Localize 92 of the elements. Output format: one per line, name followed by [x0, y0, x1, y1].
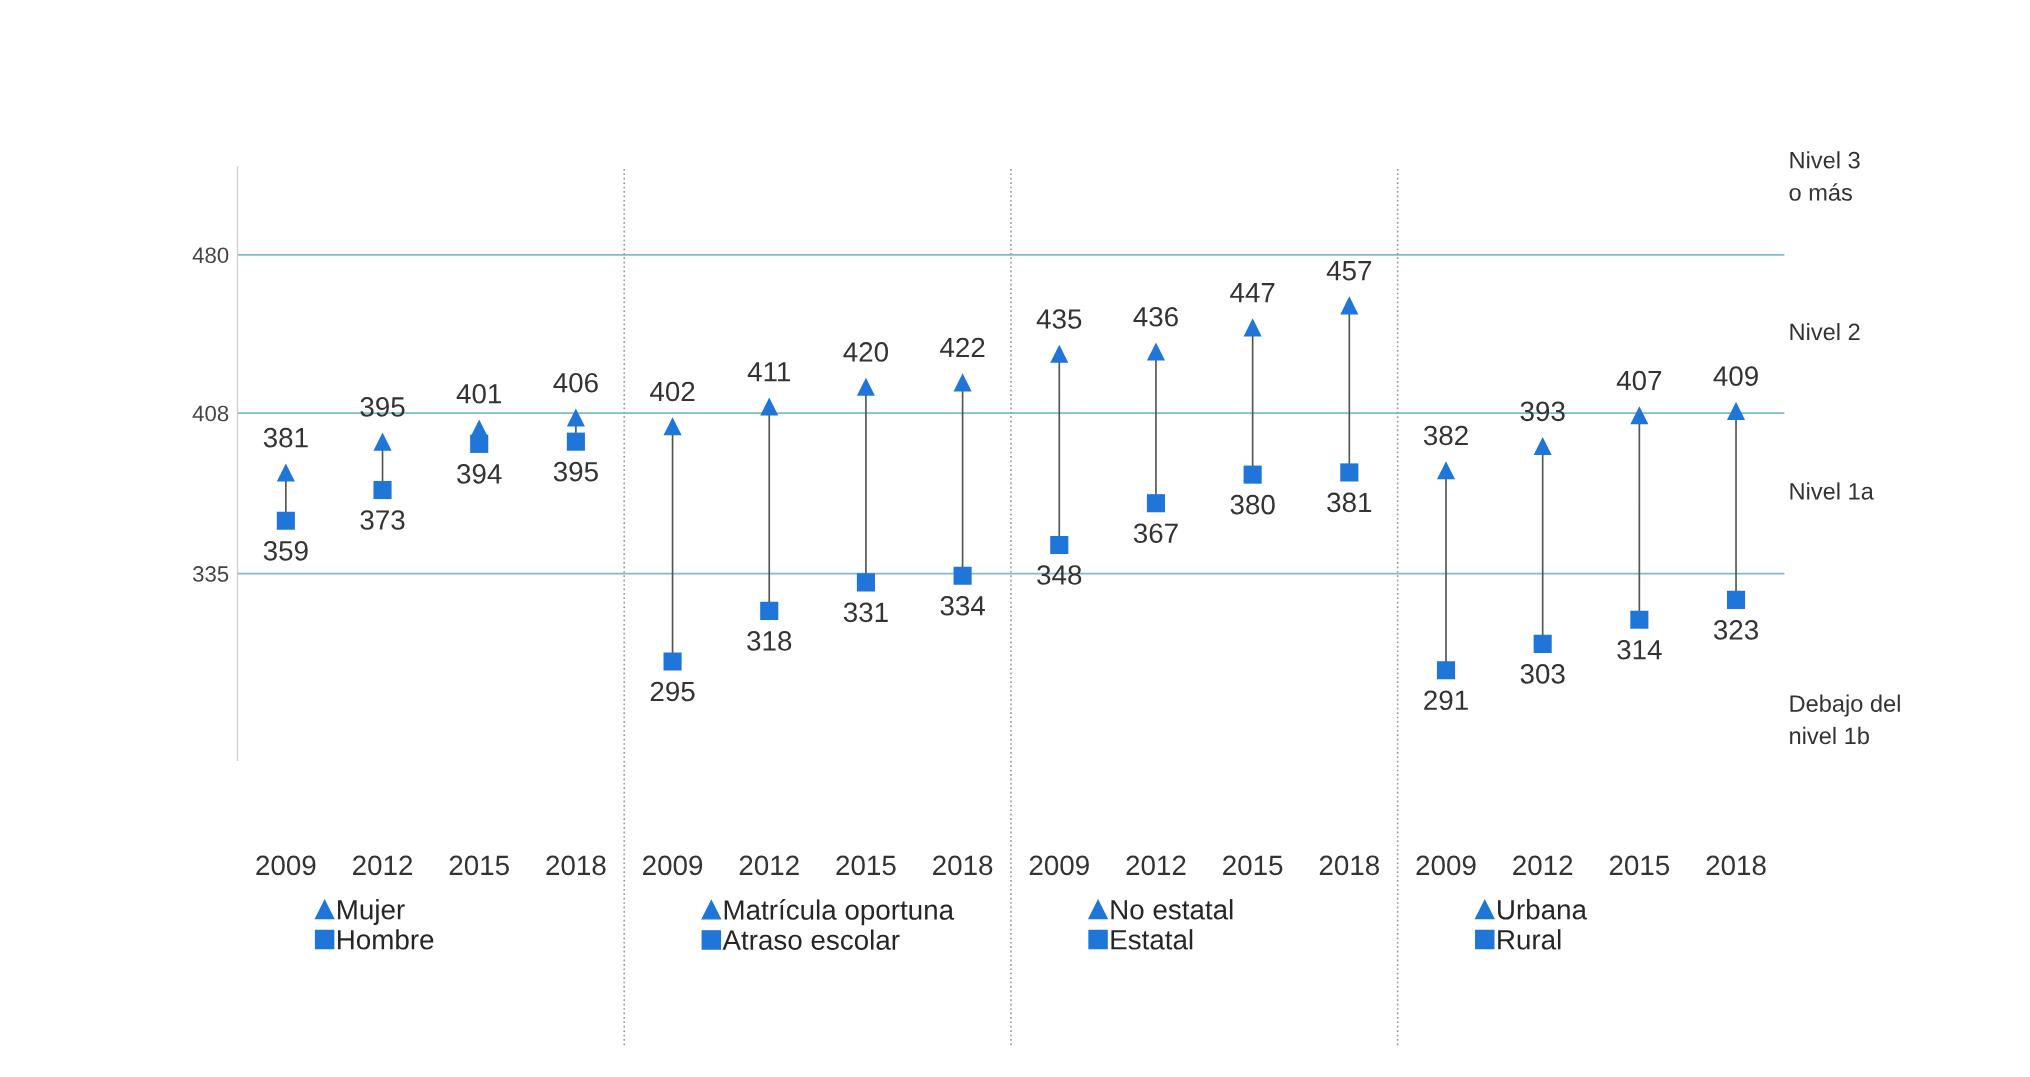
data-label: 359 — [263, 540, 308, 561]
point — [953, 373, 972, 392]
x-tick-label: 2012 — [739, 855, 799, 876]
data-label: 303 — [1520, 664, 1565, 684]
x-tick-label: 2015 — [1609, 855, 1670, 876]
point — [1146, 494, 1166, 513]
data-label: 394 — [457, 464, 502, 484]
data-label: 331 — [843, 602, 888, 623]
x-tick-label: 2015 — [449, 855, 509, 876]
x-tick-label: 2009 — [1416, 855, 1476, 876]
point — [1630, 406, 1649, 425]
point — [856, 573, 875, 592]
legend-label: Hombre — [338, 929, 434, 950]
point — [1340, 463, 1359, 482]
y-tick-label: 480 — [192, 247, 229, 264]
point — [1726, 401, 1746, 420]
point — [1146, 342, 1166, 361]
point — [1630, 610, 1649, 629]
x-tick-label: 2012 — [1126, 855, 1186, 876]
point — [566, 432, 585, 451]
data-label: 447 — [1230, 283, 1275, 303]
point — [1050, 535, 1069, 555]
data-label: 295 — [650, 681, 695, 702]
data-label: 395 — [553, 461, 598, 482]
data-label: 406 — [553, 372, 598, 393]
x-tick-label: 2012 — [353, 855, 413, 876]
data-label: 411 — [747, 362, 791, 382]
point — [276, 463, 295, 482]
x-tick-label: 2018 — [1319, 855, 1380, 876]
point — [1533, 437, 1552, 456]
legend-label: Rural — [1498, 929, 1561, 950]
data-label: 318 — [747, 631, 792, 651]
legend-label: Estatal — [1111, 929, 1193, 950]
x-tick-label: 2009 — [643, 855, 703, 876]
point — [1243, 465, 1262, 484]
point — [953, 566, 972, 585]
x-tick-label: 2018 — [933, 855, 993, 876]
y-tick-label: 408 — [192, 405, 229, 422]
data-label: 402 — [650, 381, 695, 402]
point — [1436, 461, 1456, 480]
point — [663, 417, 682, 436]
x-tick-label: 2018 — [546, 855, 606, 876]
legend-label: No estatal — [1111, 899, 1233, 920]
point — [760, 397, 779, 416]
data-label: 373 — [360, 510, 405, 530]
text: Nivel 2 — [1790, 322, 1860, 341]
point — [856, 377, 875, 396]
x-tick-label: 2009 — [256, 855, 316, 876]
point — [1050, 344, 1069, 363]
point — [1340, 296, 1359, 315]
y-tick-label: 335 — [192, 566, 229, 582]
point — [1533, 634, 1552, 653]
data-label: 422 — [940, 337, 985, 358]
data-label: 407 — [1616, 370, 1662, 391]
text: Debajo del nivel 1b — [1790, 694, 1900, 745]
data-label: 382 — [1423, 425, 1468, 446]
data-label: 395 — [360, 397, 405, 417]
data-label: 457 — [1326, 261, 1372, 281]
data-label: 420 — [843, 342, 889, 362]
x-tick-label: 2015 — [836, 855, 896, 876]
data-label: 401 — [456, 383, 502, 404]
text: Nivel 3 o más — [1789, 151, 1860, 201]
data-label: 323 — [1713, 620, 1758, 640]
legend-label: Urbana — [1498, 899, 1587, 920]
data-label: 380 — [1230, 494, 1275, 515]
data-label: 409 — [1713, 366, 1758, 386]
point — [566, 408, 585, 427]
data-label: 435 — [1036, 309, 1082, 329]
data-label: 436 — [1133, 306, 1178, 327]
point — [373, 432, 392, 451]
data-label: 291 — [1424, 690, 1468, 711]
point — [276, 511, 295, 530]
data-label: 314 — [1617, 639, 1662, 660]
legend-label: Atraso escolar — [722, 929, 900, 950]
x-tick-label: 2009 — [1029, 855, 1089, 876]
data-label: 334 — [940, 595, 985, 616]
point — [760, 601, 779, 620]
point — [1726, 590, 1746, 609]
point — [373, 480, 392, 500]
data-label: 381 — [263, 427, 308, 448]
data-label: 381 — [1327, 492, 1372, 513]
x-tick-label: 2012 — [1513, 855, 1573, 876]
x-tick-label: 2015 — [1223, 855, 1283, 876]
x-tick-label: 2018 — [1706, 855, 1766, 876]
point — [1243, 318, 1262, 337]
data-label: 367 — [1133, 523, 1178, 544]
legend-label: Matrícula oportuna — [724, 899, 955, 926]
text: Nivel 1a — [1790, 482, 1874, 500]
point — [663, 652, 682, 671]
point — [470, 434, 489, 453]
legend-label: Mujer — [338, 899, 405, 926]
point — [1436, 661, 1456, 680]
